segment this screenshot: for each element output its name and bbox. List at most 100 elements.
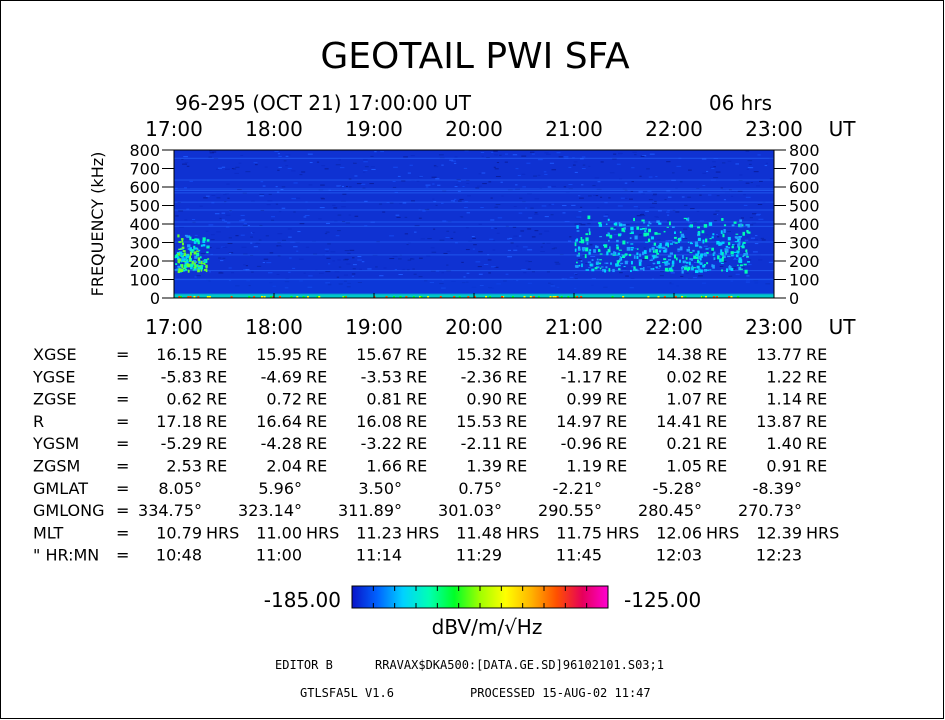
spec-pixel: [291, 170, 296, 172]
spec-pixel: [587, 223, 591, 225]
spec-pixel: [354, 175, 358, 177]
spec-feature-pixel: [302, 296, 305, 298]
spec-pixel: [655, 216, 659, 218]
spec-feature-pixel: [598, 223, 602, 227]
spec-pixel: [604, 202, 608, 204]
spec-pixel: [194, 234, 198, 236]
spec-feature-pixel: [662, 261, 665, 263]
spec-pixel: [516, 245, 519, 247]
spec-pixel: [569, 276, 574, 278]
spec-feature-pixel: [671, 260, 675, 265]
orbit-cell-unit: HRS: [506, 523, 539, 542]
spec-feature-pixel: [187, 296, 190, 298]
spec-pixel: [446, 264, 449, 266]
spec-pixel: [600, 196, 603, 198]
spec-feature-pixel: [187, 244, 191, 248]
orbit-cell-value: 11:00: [256, 546, 302, 565]
spec-pixel: [538, 159, 543, 161]
orbit-row-separator: =: [116, 367, 129, 386]
spec-pixel: [727, 231, 731, 233]
spec-pixel: [394, 191, 399, 193]
spec-pixel: [641, 193, 645, 195]
orbit-cell-value: -2.36: [461, 367, 502, 386]
spec-feature-pixel: [622, 240, 626, 245]
freq-tick-right: 400: [789, 215, 820, 234]
spec-pixel: [326, 257, 331, 259]
orbit-cell-value: -8.39°: [753, 479, 802, 498]
spec-pixel: [716, 195, 720, 197]
spec-pixel: [492, 240, 496, 242]
spec-pixel: [210, 234, 215, 236]
orbit-cell-unit: RE: [506, 367, 527, 386]
spec-pixel: [339, 186, 343, 188]
spec-pixel: [184, 162, 189, 164]
spec-feature-pixel: [702, 239, 705, 244]
orbit-cell-value: 1.19: [566, 457, 602, 476]
spec-pixel: [735, 163, 740, 165]
spec-feature-pixel: [668, 269, 672, 272]
orbit-cell-unit: RE: [606, 345, 627, 364]
spec-pixel: [211, 194, 216, 196]
spec-feature-pixel: [678, 259, 681, 263]
orbit-row: ZGSE = 0.62 RE 0.72 RE 0.81 RE 0.90 RE 0.99 RE 1.07 R…: [33, 390, 827, 409]
spec-pixel: [216, 168, 220, 170]
spec-pixel: [410, 155, 415, 157]
colorbar-unit: dBV/m/√Hz: [432, 615, 543, 639]
spec-feature-pixel: [230, 296, 233, 298]
spec-feature-pixel: [576, 254, 581, 257]
spec-pixel: [418, 217, 422, 219]
spec-feature-pixel: [195, 239, 199, 243]
spec-pixel: [259, 195, 264, 197]
spec-pixel: [218, 272, 224, 274]
spec-pixel: [321, 165, 326, 167]
spec-pixel: [422, 210, 426, 212]
spec-feature-pixel: [649, 248, 652, 253]
spec-pixel: [464, 201, 469, 203]
spec-feature-pixel: [667, 262, 670, 265]
orbit-cell-unit: RE: [606, 367, 627, 386]
spec-feature-pixel: [585, 269, 589, 271]
spec-feature-pixel: [175, 254, 179, 257]
spec-pixel: [212, 151, 217, 153]
spec-pixel: [342, 193, 347, 195]
spec-pixel: [613, 153, 617, 155]
spec-feature-pixel: [612, 254, 616, 256]
spec-pixel: [409, 164, 413, 166]
spec-pixel: [597, 264, 602, 266]
orbit-cell-value: 16.08: [356, 412, 402, 431]
spec-feature-pixel: [194, 255, 198, 259]
spec-feature-pixel: [706, 251, 709, 255]
spec-feature-pixel: [650, 268, 653, 270]
orbit-cell-value: 12.06: [656, 523, 702, 542]
spec-pixel: [529, 151, 535, 153]
spec-pixel: [369, 183, 374, 185]
spec-feature-pixel: [178, 251, 183, 255]
spec-pixel: [205, 230, 209, 232]
spec-pixel: [486, 157, 490, 159]
spec-pixel: [648, 199, 653, 201]
spec-feature-pixel: [599, 259, 602, 261]
spec-pixel: [441, 272, 444, 274]
spec-feature-pixel: [608, 268, 611, 272]
orbit-cell-value: 0.91: [766, 457, 802, 476]
freq-tick-right: 200: [789, 252, 820, 271]
spec-feature-pixel: [581, 263, 583, 268]
spec-pixel: [521, 155, 527, 157]
spec-pixel: [579, 197, 584, 199]
spec-pixel: [375, 266, 378, 268]
spec-feature-pixel: [626, 241, 629, 244]
bottom-time-tick: 23:00: [745, 315, 803, 339]
spec-pixel: [676, 238, 680, 240]
spec-pixel: [407, 172, 411, 174]
spec-feature-pixel: [197, 268, 200, 273]
spec-pixel: [240, 214, 245, 216]
spec-pixel: [471, 236, 475, 238]
spec-pixel: [756, 213, 761, 215]
spec-pixel: [758, 259, 763, 261]
spec-pixel: [740, 267, 745, 269]
spec-feature-pixel: [737, 296, 740, 298]
spec-feature-pixel: [199, 266, 204, 270]
spec-pixel: [354, 215, 359, 217]
spec-feature-pixel: [595, 261, 599, 265]
spec-pixel: [544, 152, 549, 154]
